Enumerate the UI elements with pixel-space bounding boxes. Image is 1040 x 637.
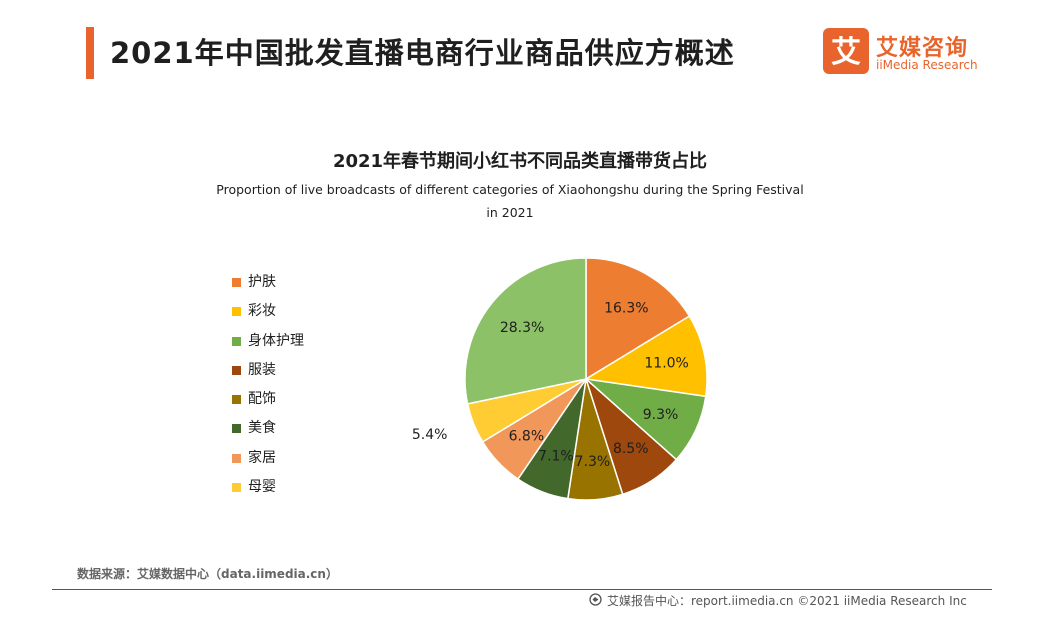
iimedia-logo-icon: 艾 <box>823 28 869 74</box>
legend-label: 护肤 <box>248 274 276 290</box>
legend-swatch <box>232 365 241 375</box>
title-accent-bar <box>86 27 94 79</box>
pie-slice <box>583 315 708 398</box>
pie-data-label: 7.3% <box>575 454 611 470</box>
legend-label: 身体护理 <box>248 332 304 349</box>
legend-label: 母婴 <box>248 479 276 496</box>
legend-label: 家居 <box>248 449 276 466</box>
legend-swatch <box>232 307 241 317</box>
pie-data-label: 5.4% <box>412 427 448 443</box>
legend-label: 服装 <box>248 361 276 378</box>
chart-subtitle: Proportion of live broadcasts of differe… <box>216 182 804 220</box>
chart-title: 2021年春节期间小红书不同品类直播带货占比 <box>332 151 708 172</box>
pie-data-label: 28.3% <box>500 320 544 336</box>
legend-swatch <box>232 395 241 405</box>
data-source: 数据来源：艾媒数据中心（data.iimedia.cn） <box>77 567 338 581</box>
page-title: 2021年中国批发直播电商行业商品供应方概述 <box>110 36 735 70</box>
legend-swatch <box>232 278 241 287</box>
legend-swatch <box>232 453 241 463</box>
pie-data-label: 6.8% <box>509 429 545 445</box>
pie-data-label: 16.3% <box>604 300 648 316</box>
pie-slice <box>464 257 587 405</box>
pie-data-label: 7.1% <box>538 449 574 465</box>
footer-divider <box>52 589 992 590</box>
legend-swatch <box>232 424 241 434</box>
legend-label: 配饰 <box>248 391 276 408</box>
legend-label: 彩妆 <box>248 303 276 320</box>
legend-label: 美食 <box>248 420 276 437</box>
pie-data-label: 9.3% <box>643 407 679 423</box>
pie-data-label: 8.5% <box>613 441 649 457</box>
pie-data-label: 11.0% <box>644 356 688 372</box>
logo-char: 艾 <box>831 35 861 70</box>
pie-slice <box>585 257 691 381</box>
report-center-icon <box>589 593 602 606</box>
report-center-text: 艾媒报告中心：report.iimedia.cn ©2021 iiMedia R… <box>607 594 967 608</box>
legend-swatch <box>232 336 241 346</box>
brand-name-en: iiMedia Research <box>876 58 978 72</box>
legend-swatch <box>232 483 241 493</box>
brand-name-cn: 艾媒咨询 <box>876 36 969 61</box>
